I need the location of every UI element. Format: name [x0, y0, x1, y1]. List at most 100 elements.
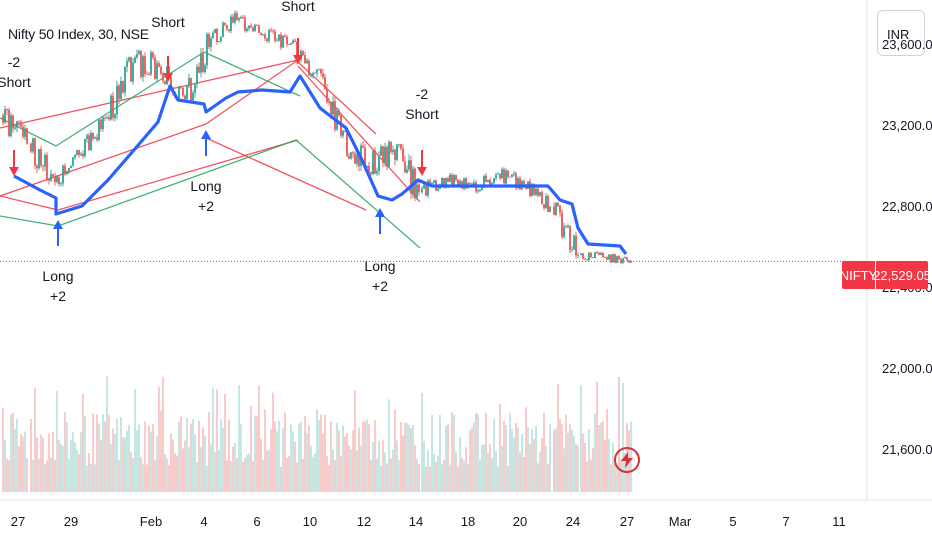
candle-body: [26, 128, 28, 144]
volume-bar: [443, 459, 445, 492]
candle-body: [20, 122, 22, 127]
time-tick-label: 27: [619, 514, 635, 529]
volume-bar: [588, 429, 590, 492]
volume-bar: [582, 433, 584, 492]
chart-title[interactable]: Nifty 50 Index, 30, NSE: [8, 26, 149, 42]
volume-bar: [74, 442, 76, 492]
candle-body: [523, 181, 525, 185]
candle-body: [84, 138, 86, 157]
candle-body: [220, 36, 222, 42]
candle-body: [575, 235, 577, 256]
candle-body: [561, 212, 563, 237]
volume-bar: [72, 432, 74, 492]
candle-body: [144, 56, 146, 74]
volume-bar: [142, 464, 144, 492]
volume-bar: [364, 421, 366, 492]
candle-body: [46, 155, 48, 179]
candle-body: [606, 257, 608, 260]
candle-body: [222, 23, 224, 37]
volume-bar: [475, 412, 477, 492]
currency-button[interactable]: INR: [877, 10, 925, 56]
candle-body: [553, 206, 555, 216]
price-tick-label: 22,000.00: [882, 360, 932, 376]
candle-body: [156, 63, 158, 79]
volume-bar: [300, 421, 302, 492]
candle-body: [330, 102, 332, 115]
volume-bar: [108, 415, 110, 492]
candle-body: [423, 184, 425, 189]
candle-body: [184, 95, 186, 100]
candle-body: [598, 252, 600, 255]
volume-bar: [342, 425, 344, 492]
candle-body: [182, 87, 184, 96]
candle-body: [146, 73, 148, 75]
candle-body: [559, 205, 561, 213]
candle-body: [232, 16, 234, 23]
candle-body: [565, 226, 567, 228]
candle-body: [384, 146, 386, 163]
short-signal-label: Short: [151, 12, 184, 32]
volume-bar: [370, 459, 372, 492]
candle-body: [491, 183, 493, 186]
volume-bar: [168, 465, 170, 492]
volume-bar: [310, 445, 312, 492]
volume-bar: [481, 444, 483, 492]
volume-bar: [48, 433, 50, 492]
volume-bar: [418, 463, 420, 492]
candle-body: [465, 178, 467, 189]
volume-bar: [368, 424, 370, 492]
volume-bar: [559, 418, 561, 492]
candle-body: [290, 43, 292, 45]
candle-body: [537, 188, 539, 196]
volume-bar: [604, 440, 606, 492]
candle-body: [276, 40, 278, 42]
lightning-bolt-icon[interactable]: [614, 447, 640, 473]
volume-bar: [14, 428, 16, 492]
candle-body: [86, 135, 88, 139]
candle-body: [418, 184, 420, 193]
volume-bar: [272, 392, 274, 492]
volume-bar: [620, 458, 622, 492]
candle-body: [447, 178, 449, 182]
volume-bar: [198, 420, 200, 492]
price-tick-label: 22,800.00: [882, 198, 932, 214]
candle-body: [248, 25, 250, 29]
candle-body: [104, 117, 106, 119]
candle-body: [18, 121, 20, 123]
candle-body: [596, 252, 598, 253]
volume-bar: [226, 460, 228, 492]
candle-body: [427, 180, 429, 196]
volume-bar: [250, 405, 252, 492]
volume-bar: [150, 431, 152, 492]
volume-bar: [439, 415, 441, 492]
candle-body: [14, 127, 16, 129]
time-tick-label: Feb: [139, 514, 163, 529]
volume-bar: [54, 459, 56, 492]
candle-body: [58, 176, 60, 184]
volume-bar: [186, 418, 188, 492]
candle-body: [350, 152, 352, 159]
candle-body: [274, 31, 276, 41]
volume-bar: [102, 414, 104, 492]
volume-bar: [82, 393, 84, 492]
candle-body: [122, 81, 124, 93]
candle-body: [608, 254, 610, 260]
candle-body: [52, 174, 54, 177]
signal-type: Short: [281, 0, 315, 14]
volume-bar: [154, 460, 156, 492]
candle-body: [571, 249, 573, 251]
channel-line: [0, 215, 59, 227]
volume-bar: [80, 432, 82, 492]
candle-body: [324, 77, 326, 89]
volume-bar: [20, 434, 22, 492]
candle-body: [541, 192, 543, 205]
volume-bar: [30, 419, 32, 492]
candle-body: [190, 77, 192, 101]
volume-bar: [204, 435, 206, 492]
candle-body: [410, 160, 412, 194]
volume-bar: [380, 466, 382, 492]
volume-bar: [114, 433, 116, 492]
volume-bar: [172, 439, 174, 492]
